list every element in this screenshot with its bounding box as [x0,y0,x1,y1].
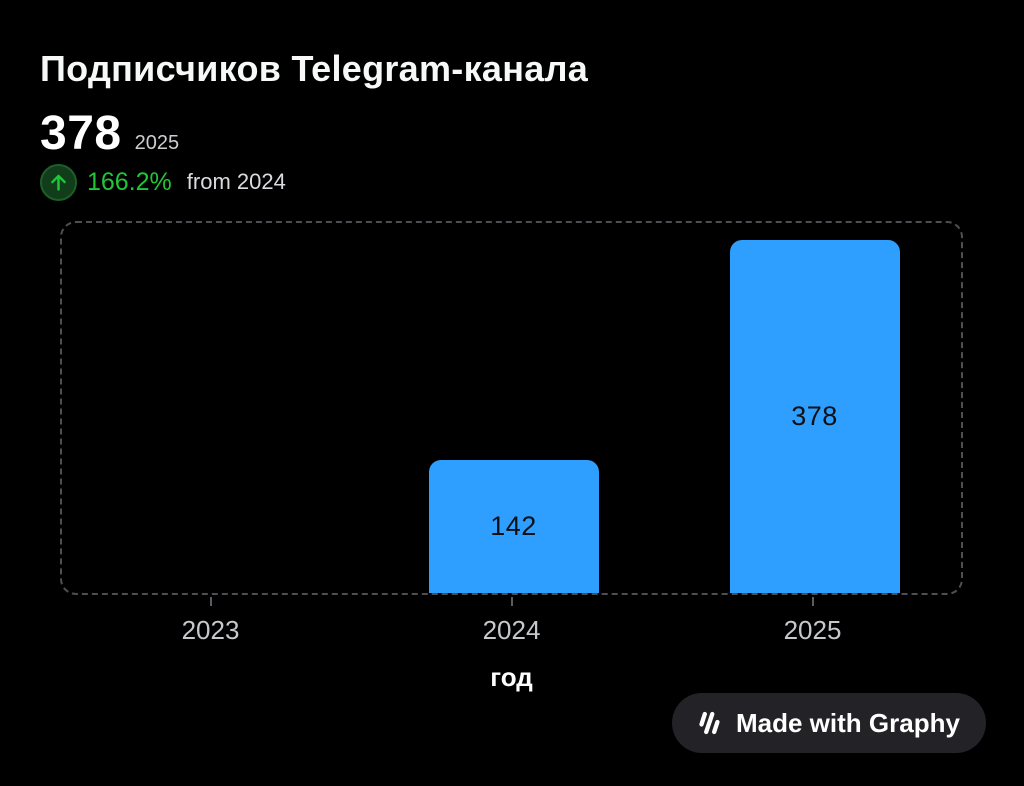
kpi-value: 378 [40,107,122,160]
x-axis-label: 2025 [783,615,842,645]
x-axis-label: 2024 [482,615,541,645]
page-title: Подписчиков Telegram-канала [40,48,589,89]
change-percent: 166.2% [87,167,172,196]
change-indicator: 166.2% from 2024 [40,163,286,201]
x-axis-title: год [490,662,533,692]
badge-label: Made with Graphy [736,707,960,738]
axis-tick [209,597,212,606]
bar-value-label: 142 [490,511,537,541]
bar-value-label: 378 [791,401,838,431]
x-axis-label: 2023 [181,615,240,645]
axis-tick [811,597,814,606]
change-reference: from 2024 [186,169,286,194]
bar-2024: 142 [428,460,599,593]
plot-area: 142 378 [60,221,963,595]
bar-chart: 142 378 год 2023 2024 2025 [60,221,963,692]
kpi-year: 2025 [134,132,180,154]
made-with-graphy-badge[interactable]: Made with Graphy [672,693,986,753]
kpi-block: 378 2025 [40,106,179,161]
up-arrow-icon [40,163,77,201]
bar-2025: 378 [729,240,900,593]
axis-tick [510,597,513,606]
graphy-logo-icon [694,708,724,738]
